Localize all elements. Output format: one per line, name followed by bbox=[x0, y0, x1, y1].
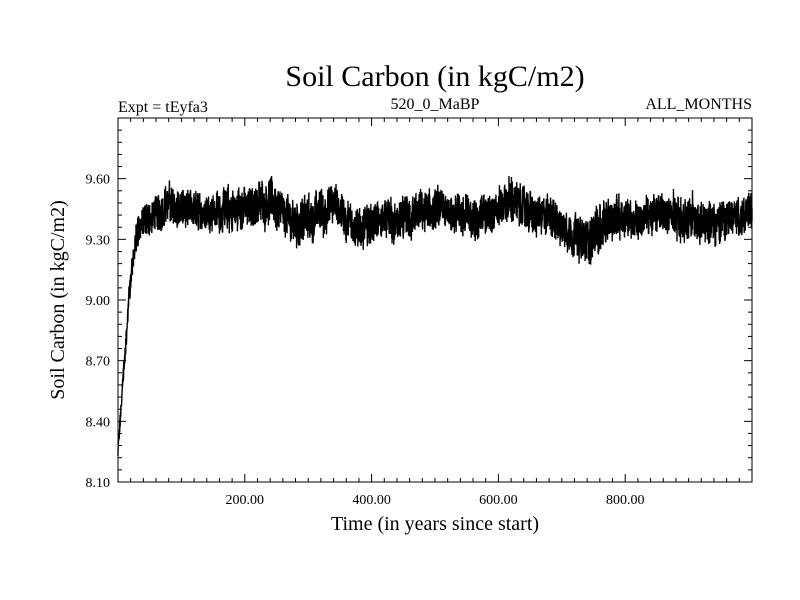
y-tick-label: 9.60 bbox=[86, 173, 111, 188]
y-tick-label: 8.40 bbox=[86, 415, 111, 430]
chart-title: Soil Carbon (in kgC/m2) bbox=[285, 60, 584, 93]
plot-frame bbox=[117, 117, 753, 483]
x-axis-label: Time (in years since start) bbox=[331, 513, 539, 535]
x-tick-labels: 200.00 400.00 600.00 800.00 bbox=[226, 493, 645, 508]
data-series-layer bbox=[117, 175, 753, 456]
period-label: 520_0_MaBP bbox=[391, 96, 480, 113]
y-axis-label: Soil Carbon (in kgC/m2) bbox=[47, 200, 69, 399]
x-tick-label: 200.00 bbox=[226, 493, 265, 508]
y-tick-label: 8.70 bbox=[86, 355, 111, 370]
x-tick-label: 800.00 bbox=[606, 493, 645, 508]
months-label: ALL_MONTHS bbox=[645, 96, 752, 113]
x-tick-label: 400.00 bbox=[352, 493, 391, 508]
y-tick-labels: 8.10 8.40 8.70 9.00 9.30 9.60 bbox=[86, 173, 111, 491]
y-tick-label: 9.00 bbox=[86, 294, 111, 309]
series-line-soil-carbon bbox=[117, 175, 753, 456]
y-tick-label: 8.10 bbox=[86, 476, 111, 491]
y-tick-label: 9.30 bbox=[86, 233, 111, 248]
tick-marks bbox=[118, 118, 752, 482]
x-tick-label: 600.00 bbox=[479, 493, 518, 508]
experiment-label: Expt = tEyfa3 bbox=[118, 99, 208, 116]
